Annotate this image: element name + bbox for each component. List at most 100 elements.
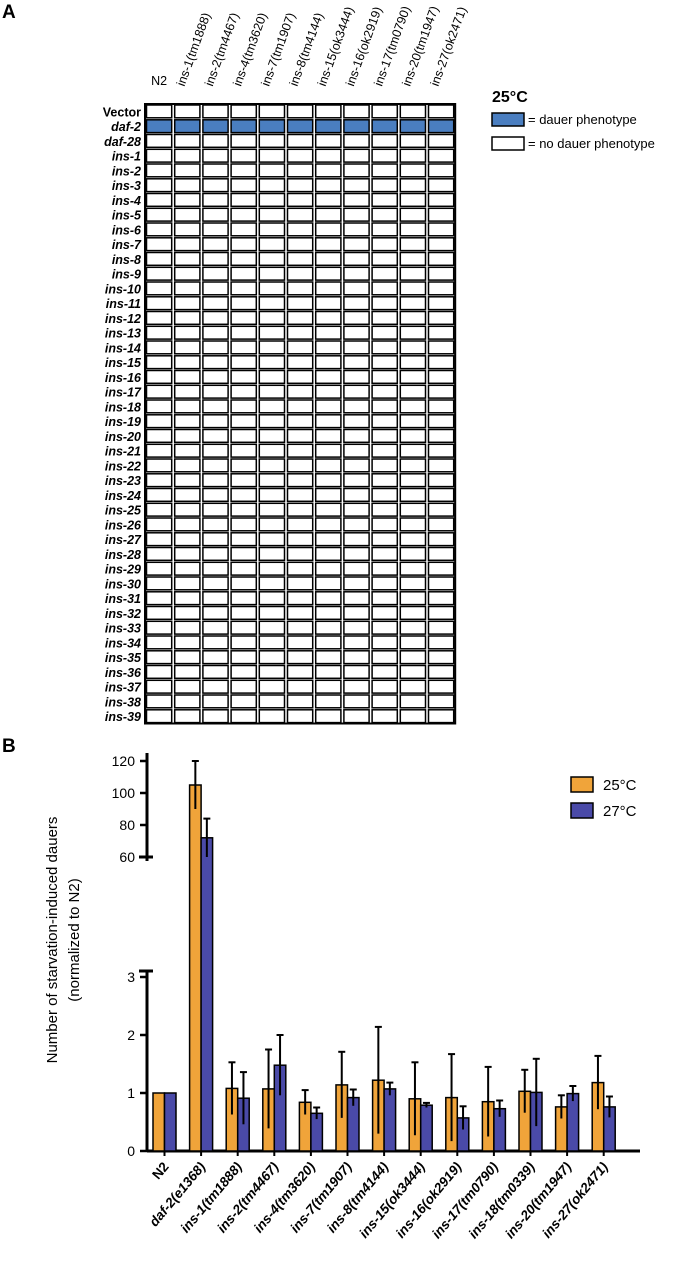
- grid-cell: [427, 266, 455, 281]
- grid-cell: [286, 325, 314, 340]
- grid-cell: [286, 192, 314, 208]
- grid-cell: [314, 473, 342, 488]
- grid-cell: [202, 635, 229, 650]
- grid-cell: [427, 325, 455, 340]
- grid-cell: [343, 502, 370, 517]
- grid-cell: [343, 473, 370, 488]
- grid-cell: [173, 679, 201, 694]
- grid-cell: [230, 502, 258, 517]
- bar-27c: [419, 1104, 433, 1152]
- grid-cell: [145, 310, 173, 326]
- grid-cell: [343, 561, 370, 576]
- grid-cell: [145, 605, 173, 621]
- grid-cell: [343, 104, 370, 119]
- legend-27c-label: 27°C: [603, 803, 637, 820]
- grid-cell: [399, 709, 427, 724]
- grid-cell: [314, 443, 342, 458]
- grid-cell: [173, 561, 201, 576]
- grid-border: [144, 103, 457, 725]
- grid-cell: [399, 620, 427, 635]
- grid-cell: [343, 178, 370, 193]
- grid-cell: [314, 561, 342, 576]
- grid-cell: [145, 487, 173, 503]
- grid-cell: [202, 679, 229, 694]
- grid-cell: [173, 605, 201, 621]
- grid-cell: [286, 694, 314, 709]
- grid-cell: [314, 237, 342, 252]
- rnai-label: ins-24: [105, 489, 141, 503]
- grid-cell: [258, 473, 286, 488]
- grid-cell: [314, 502, 342, 517]
- grid-cell: [371, 222, 399, 237]
- grid-cell: [371, 664, 399, 680]
- grid-cell: [173, 664, 201, 680]
- grid-cell: [230, 428, 258, 444]
- grid-cell: [202, 192, 229, 208]
- grid-cell: [258, 546, 286, 562]
- legend-25c-swatch: [570, 776, 594, 793]
- grid-cell: [343, 251, 370, 267]
- grid-cell: [371, 384, 399, 399]
- grid-cell: [399, 192, 427, 208]
- grid-cell: [371, 133, 399, 149]
- grid-cell: [173, 384, 201, 399]
- legend-27c-swatch: [570, 802, 594, 819]
- grid-cell: [258, 281, 286, 296]
- grid-cell: [258, 487, 286, 503]
- grid-cell: [286, 148, 314, 163]
- grid-cell: [230, 163, 258, 178]
- rnai-label: ins-18: [105, 400, 141, 414]
- grid-cell: [371, 266, 399, 281]
- grid-cell: [202, 325, 229, 340]
- grid-cell: [202, 620, 229, 635]
- grid-cell: [258, 178, 286, 193]
- grid-cell: [399, 650, 427, 665]
- grid-cell: [230, 473, 258, 488]
- rnai-label: ins-29: [105, 563, 141, 577]
- grid-cell: [173, 443, 201, 458]
- grid-cell: [371, 369, 399, 385]
- grid-cell: [202, 664, 229, 680]
- grid-cell: [230, 296, 258, 311]
- grid-cell: [343, 237, 370, 252]
- rnai-label: ins-5: [112, 209, 142, 223]
- grid-cell: [371, 207, 399, 222]
- grid-cell: [173, 148, 201, 163]
- rnai-label: daf-28: [104, 135, 141, 149]
- grid-cell: [399, 340, 427, 355]
- rnai-label: ins-36: [105, 666, 142, 680]
- grid-cell: [145, 251, 173, 267]
- grid-cell: [343, 399, 370, 414]
- grid-cell: [202, 517, 229, 532]
- rnai-label: ins-23: [105, 474, 141, 488]
- grid-cell: [286, 576, 314, 591]
- grid-cell: [427, 237, 455, 252]
- grid-cell: [371, 679, 399, 694]
- grid-cell: [145, 178, 173, 193]
- y-tick-label: 80: [119, 817, 135, 833]
- grid-cell: [399, 310, 427, 326]
- grid-cell: [286, 473, 314, 488]
- grid-cell: [286, 458, 314, 473]
- grid-cell: [173, 192, 201, 208]
- rnai-label: ins-32: [105, 607, 141, 621]
- grid-cell: [230, 133, 258, 149]
- grid-cell: [371, 104, 399, 119]
- grid-cell: [258, 620, 286, 635]
- grid-cell: [343, 458, 370, 473]
- grid-cell: [173, 133, 201, 149]
- grid-cell: [145, 133, 173, 149]
- grid-cell: [371, 192, 399, 208]
- grid-cell: [202, 104, 229, 119]
- grid-cell: [202, 414, 229, 429]
- grid-cell: [286, 310, 314, 326]
- grid-cell: [399, 369, 427, 385]
- y-tick-label: 60: [119, 849, 135, 865]
- grid-cell: [145, 517, 173, 532]
- grid-cell: [258, 532, 286, 547]
- grid-cell: [202, 532, 229, 547]
- grid-cell: [343, 532, 370, 547]
- grid-cell: [230, 192, 258, 208]
- grid-cell: [286, 133, 314, 149]
- grid-cell: [343, 296, 370, 311]
